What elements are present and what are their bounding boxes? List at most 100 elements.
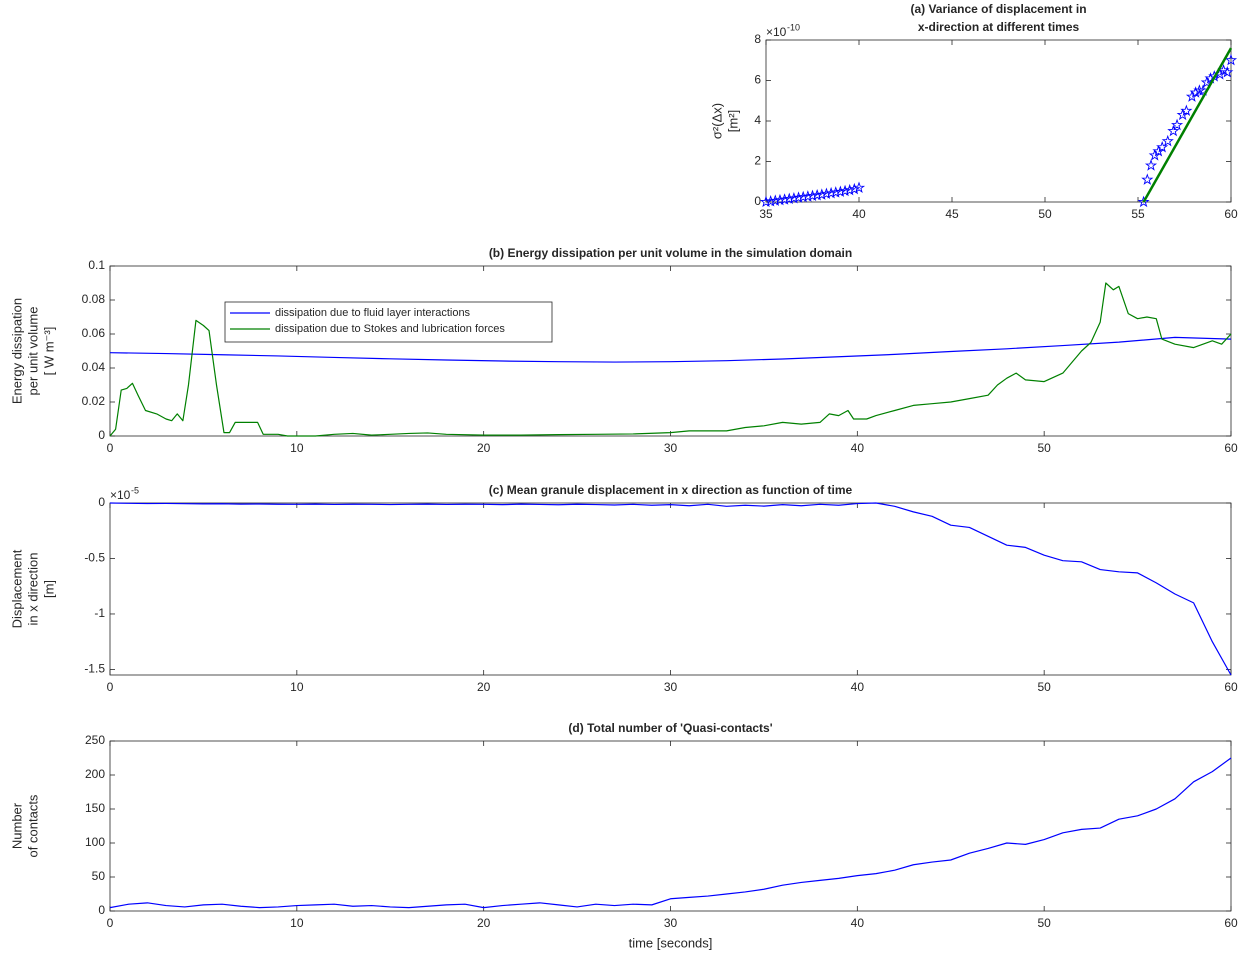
star-marker bbox=[797, 190, 810, 203]
star-marker bbox=[1224, 53, 1238, 66]
x-tick-label: 40 bbox=[851, 916, 865, 930]
x-tick-label: 20 bbox=[477, 441, 491, 455]
x-tick-label: 60 bbox=[1224, 680, 1238, 694]
y-tick-label: -0.5 bbox=[84, 551, 105, 565]
star-marker bbox=[1167, 124, 1180, 137]
star-marker bbox=[1180, 104, 1193, 117]
y-tick-label: 0.04 bbox=[82, 360, 106, 374]
star-marker bbox=[764, 195, 777, 207]
x-tick-label: 30 bbox=[664, 916, 678, 930]
x-tick-label: 10 bbox=[290, 441, 304, 455]
y-axis-label: [m²] bbox=[725, 110, 740, 132]
chart-title: (b) Energy dissipation per unit volume i… bbox=[489, 246, 852, 260]
series-line bbox=[109, 336, 1232, 363]
star-marker bbox=[1156, 140, 1169, 153]
y-tick-label: 8 bbox=[754, 32, 761, 46]
x-tick-label: 0 bbox=[107, 441, 114, 455]
y-tick-label: 50 bbox=[92, 869, 106, 883]
x-tick-label: 60 bbox=[1224, 207, 1238, 221]
star-marker bbox=[783, 192, 796, 205]
y-tick-label: 2 bbox=[754, 154, 761, 168]
x-tick-label: 30 bbox=[664, 680, 678, 694]
y-tick-label: 6 bbox=[754, 73, 761, 87]
y-tick-label: 100 bbox=[85, 835, 105, 849]
y-tick-label: 0.02 bbox=[82, 394, 106, 408]
star-marker bbox=[1221, 66, 1234, 78]
series-line bbox=[109, 282, 1232, 437]
star-marker bbox=[820, 187, 833, 200]
star-marker bbox=[843, 183, 856, 196]
star-marker bbox=[773, 193, 787, 206]
y-tick-label: 200 bbox=[85, 767, 105, 781]
x-tick-label: 45 bbox=[945, 207, 959, 221]
y-axis-label: Number bbox=[9, 802, 24, 849]
x-tick-label: 40 bbox=[851, 680, 865, 694]
y-tick-label: 150 bbox=[85, 801, 105, 815]
star-marker bbox=[829, 186, 842, 198]
x-tick-label: 55 bbox=[1131, 207, 1145, 221]
y-tick-label: 4 bbox=[754, 113, 761, 127]
y-tick-label: -1 bbox=[94, 606, 105, 620]
legend: dissipation due to fluid layer interacti… bbox=[224, 301, 553, 343]
star-marker bbox=[1193, 84, 1206, 96]
series-line bbox=[1142, 47, 1233, 203]
y-tick-label: 0.06 bbox=[82, 326, 106, 340]
star-marker bbox=[1170, 118, 1184, 131]
x-tick-label: 20 bbox=[477, 680, 491, 694]
x-tick-label: 35 bbox=[759, 207, 773, 221]
x-tick-label: 60 bbox=[1224, 916, 1238, 930]
axes-box bbox=[765, 39, 1232, 203]
x-tick-label: 30 bbox=[664, 441, 678, 455]
y-axis-label: [ W m⁻³] bbox=[41, 327, 56, 376]
y-axis-label: Displacement bbox=[9, 549, 24, 628]
y-tick-label: 250 bbox=[85, 733, 105, 747]
y-tick-label: -1.5 bbox=[84, 662, 105, 676]
x-tick-label: 50 bbox=[1038, 207, 1052, 221]
axes-box bbox=[109, 265, 1232, 437]
y-axis-label: per unit volume bbox=[25, 307, 40, 396]
x-tick-label: 50 bbox=[1037, 680, 1051, 694]
star-marker bbox=[801, 190, 814, 202]
star-marker bbox=[852, 181, 866, 193]
y-axis-label: σ²(Δx) bbox=[709, 103, 724, 139]
chart-title: x-direction at different times bbox=[918, 20, 1080, 34]
y-multiplier: ×10 bbox=[766, 25, 787, 39]
star-marker bbox=[1141, 173, 1154, 185]
y-axis-label: in x direction bbox=[25, 553, 40, 626]
chart-title: (d) Total number of 'Quasi-contacts' bbox=[568, 721, 772, 735]
star-marker bbox=[806, 189, 819, 202]
x-tick-label: 20 bbox=[477, 916, 491, 930]
series-line bbox=[109, 502, 1232, 676]
x-tick-label: 10 bbox=[290, 680, 304, 694]
star-marker bbox=[1189, 86, 1202, 98]
star-marker bbox=[1137, 195, 1150, 208]
star-marker bbox=[825, 186, 838, 199]
y-axis-label: of contacts bbox=[25, 794, 40, 857]
star-marker bbox=[792, 191, 805, 203]
star-marker bbox=[778, 193, 791, 205]
legend-label: dissipation due to Stokes and lubricatio… bbox=[275, 323, 505, 335]
axes-box bbox=[109, 740, 1232, 912]
legend-label: dissipation due to fluid layer interacti… bbox=[275, 307, 471, 319]
star-marker bbox=[1161, 134, 1174, 147]
star-marker bbox=[815, 188, 828, 200]
y-axis-label: Energy dissipation bbox=[9, 298, 24, 404]
y-tick-label: 0 bbox=[98, 495, 105, 509]
chart-title: (a) Variance of displacement in bbox=[910, 2, 1086, 16]
x-tick-label: 60 bbox=[1224, 441, 1238, 455]
star-marker bbox=[848, 182, 861, 195]
y-axis-label: [m] bbox=[41, 580, 56, 598]
y-tick-label: 0 bbox=[98, 428, 105, 442]
y-multiplier-exponent: -5 bbox=[131, 485, 139, 495]
star-marker bbox=[787, 191, 800, 204]
x-tick-label: 0 bbox=[107, 680, 114, 694]
x-tick-label: 50 bbox=[1037, 441, 1051, 455]
y-tick-label: 0.08 bbox=[82, 292, 106, 306]
star-marker bbox=[1144, 159, 1158, 171]
star-marker bbox=[838, 184, 852, 197]
x-axis-label: time [seconds] bbox=[629, 935, 713, 950]
star-marker bbox=[834, 185, 847, 198]
series-line bbox=[109, 757, 1232, 909]
axes-box bbox=[109, 502, 1232, 676]
